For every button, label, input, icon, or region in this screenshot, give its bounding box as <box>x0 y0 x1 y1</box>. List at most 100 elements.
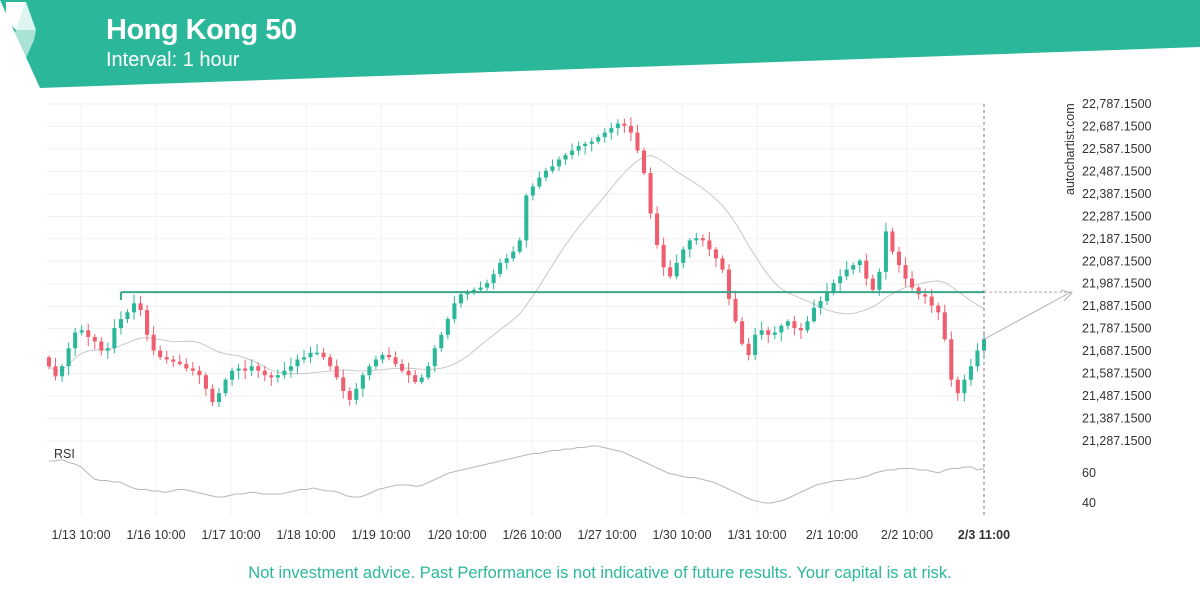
header-banner: Hong Kong 50 Interval: 1 hour <box>0 0 1200 90</box>
candle-body <box>66 348 71 367</box>
price-tick-label: 22,587.1500 <box>1082 142 1152 156</box>
candle-body <box>609 128 614 133</box>
candle-body <box>968 366 973 380</box>
candle-body <box>910 278 915 288</box>
candle-body <box>811 307 817 322</box>
candle-body <box>53 366 58 377</box>
candle-body <box>746 343 751 355</box>
watermark-text: autochartist.com <box>1063 103 1077 195</box>
price-tick-label: 21,387.1500 <box>1082 412 1152 426</box>
candle-body <box>243 368 248 371</box>
candle-body <box>726 269 732 299</box>
candle-body <box>138 303 143 311</box>
candle-body <box>759 330 764 335</box>
candle-body <box>681 249 686 263</box>
candle-body <box>386 354 392 358</box>
candle-body <box>105 348 110 351</box>
candle-body <box>596 137 601 142</box>
candle-body <box>628 125 633 133</box>
candlestick-series <box>46 117 987 407</box>
candle-body <box>321 352 326 358</box>
candle-body <box>543 170 548 178</box>
candle-body <box>92 337 97 342</box>
price-tick-label: 22,687.1500 <box>1082 119 1152 133</box>
candle-body <box>308 352 313 358</box>
price-axis: 22,787.1500 22,687.1500 22,587.1500 22,487.… <box>1082 97 1152 448</box>
time-tick-label: 1/20 10:00 <box>427 528 486 542</box>
candle-body <box>615 123 620 129</box>
price-tick-label: 21,887.1500 <box>1082 299 1152 313</box>
candle-body <box>916 287 921 295</box>
candle-body <box>79 330 84 333</box>
candle-body <box>400 363 405 371</box>
forecast-arrow-head <box>1060 289 1073 302</box>
price-tick-label: 21,987.1500 <box>1082 277 1152 291</box>
chart-grid <box>47 103 984 515</box>
moving-average-path <box>48 154 985 375</box>
candle-body <box>419 377 424 382</box>
candle-body <box>197 370 202 376</box>
price-tick-label: 22,387.1500 <box>1082 187 1152 201</box>
candle-body <box>262 370 267 376</box>
candle-body <box>753 334 758 355</box>
candle-body <box>99 341 104 351</box>
candle-body <box>720 258 725 270</box>
price-tick-label: 22,087.1500 <box>1082 254 1152 268</box>
candle-body <box>870 278 875 290</box>
candle-body <box>851 265 856 270</box>
price-tick-label: 22,487.1500 <box>1082 164 1152 178</box>
candle-body <box>962 379 967 394</box>
candle-body <box>923 294 928 297</box>
time-tick-label: 1/13 10:00 <box>51 528 110 542</box>
candle-body <box>184 363 189 369</box>
candle-body <box>589 141 594 144</box>
candle-body <box>530 186 535 196</box>
candle-body <box>550 166 555 171</box>
candle-body <box>655 213 660 245</box>
candle-body <box>864 260 869 279</box>
candle-body <box>668 267 673 277</box>
candle-body <box>328 357 333 367</box>
candle-body <box>282 370 287 376</box>
candle-body <box>517 240 522 252</box>
candle-body <box>694 238 699 241</box>
candle-body <box>687 240 692 250</box>
candle-body <box>733 298 738 322</box>
candle-body <box>269 375 274 378</box>
candle-body <box>367 366 372 376</box>
candle-body <box>576 146 581 151</box>
time-tick-label: 1/30 10:00 <box>652 528 711 542</box>
candle-body <box>896 251 902 266</box>
candle-body <box>537 177 542 187</box>
price-tick-label: 21,287.1500 <box>1082 434 1152 448</box>
candle-body <box>877 271 882 290</box>
candle-body <box>230 370 235 380</box>
candle-body <box>622 123 627 126</box>
candle-body <box>432 348 437 367</box>
candle-body <box>445 319 450 335</box>
candle-body <box>373 359 378 367</box>
moving-average-line <box>48 154 985 375</box>
instrument-title: Hong Kong 50 <box>106 14 297 46</box>
candle-body <box>151 334 156 351</box>
forecast-arrow-line <box>983 292 1071 340</box>
candle-body <box>406 370 411 376</box>
price-tick-label: 22,287.1500 <box>1082 209 1152 223</box>
candle-body <box>825 292 830 302</box>
autochartist-logo-icon <box>6 2 36 58</box>
candle-body <box>818 301 823 308</box>
candle-body <box>275 375 280 378</box>
candle-body <box>413 375 418 382</box>
rsi-tick-label: 40 <box>1082 496 1096 510</box>
candle-body <box>740 321 745 344</box>
interval-subtitle: Interval: 1 hour <box>106 49 240 71</box>
candle-body <box>452 303 457 320</box>
candle-body <box>471 289 477 293</box>
candle-body <box>203 375 208 389</box>
candle-body <box>831 283 836 293</box>
candle-body <box>570 150 575 156</box>
candle-body <box>465 292 470 295</box>
candle-body <box>334 366 339 378</box>
candle-body <box>393 357 398 364</box>
candle-body <box>60 366 65 377</box>
